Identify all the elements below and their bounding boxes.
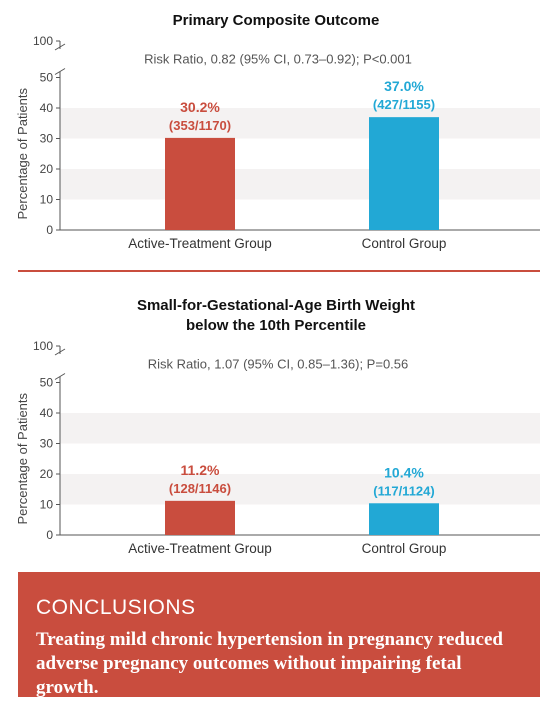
x-category-label: Active-Treatment Group xyxy=(128,541,272,556)
x-category-label: Active-Treatment Group xyxy=(128,236,272,251)
y-tick-label: 30 xyxy=(40,437,54,451)
bar-count-label: (117/1124) xyxy=(373,483,434,498)
grid-band xyxy=(60,413,540,444)
y-tick-label: 30 xyxy=(40,132,54,146)
axis-break-mark xyxy=(54,43,66,75)
bar-count-label: (128/1146) xyxy=(169,481,231,496)
chart-title: Primary Composite Outcome xyxy=(173,12,380,29)
bar-active-treatment xyxy=(165,137,235,230)
bar-value-label: 37.0% xyxy=(384,78,424,94)
x-category-label: Control Group xyxy=(362,236,447,251)
chart-svg: Small-for-Gestational-Age Birth Weight be… xyxy=(15,297,540,556)
grid-band xyxy=(60,169,540,200)
bar-control xyxy=(369,117,439,230)
y-tick-label: 10 xyxy=(40,193,54,207)
y-tick-label: 10 xyxy=(40,498,54,512)
y-tick-label: 0 xyxy=(46,223,53,237)
grid-band xyxy=(60,474,540,505)
y-tick-label: 100 xyxy=(33,34,53,48)
grid-band xyxy=(60,108,540,139)
y-tick-label: 100 xyxy=(33,339,53,353)
conclusions-text: Treating mild chronic hypertension in pr… xyxy=(36,629,503,698)
bar-active-treatment xyxy=(165,500,235,535)
y-tick-label: 20 xyxy=(40,467,54,481)
y-tick-label: 50 xyxy=(40,376,54,390)
bar-value-label: 30.2% xyxy=(180,99,220,115)
x-category-label: Control Group xyxy=(362,541,447,556)
conclusions-heading: CONCLUSIONS xyxy=(36,596,196,619)
section-divider xyxy=(18,270,540,272)
bar-control xyxy=(369,503,439,535)
y-tick-label: 50 xyxy=(40,71,54,85)
chart-title: below the 10th Percentile xyxy=(186,317,366,334)
conclusions-box: CONCLUSIONS Treating mild chronic hypert… xyxy=(18,572,540,698)
chart-title: Small-for-Gestational-Age Birth Weight xyxy=(137,297,415,314)
bar-value-label: 10.4% xyxy=(384,464,424,480)
primary-outcome-chart: Primary Composite Outcome 100 0 10 20 30 40 50 P… xyxy=(0,0,552,260)
y-axis-label: Percentage of Patients xyxy=(15,87,30,219)
axis-break-mark xyxy=(54,348,66,380)
y-tick-label: 0 xyxy=(46,528,53,542)
y-tick-label: 40 xyxy=(40,406,54,420)
y-axis-label: Percentage of Patients xyxy=(15,392,30,524)
bar-count-label: (427/1155) xyxy=(373,97,435,112)
bar-value-label: 11.2% xyxy=(181,462,220,478)
bar-count-label: (353/1170) xyxy=(169,118,231,133)
risk-ratio-text: Risk Ratio, 1.07 (95% CI, 0.85–1.36); P=… xyxy=(148,357,409,372)
risk-ratio-text: Risk Ratio, 0.82 (95% CI, 0.73–0.92); P<… xyxy=(144,52,412,67)
chart-svg: Primary Composite Outcome 100 0 10 20 30 40 50 P… xyxy=(15,12,540,251)
sga-birth-weight-chart: Small-for-Gestational-Age Birth Weight be… xyxy=(0,285,552,560)
y-tick-label: 40 xyxy=(40,101,54,115)
y-tick-label: 20 xyxy=(40,162,54,176)
